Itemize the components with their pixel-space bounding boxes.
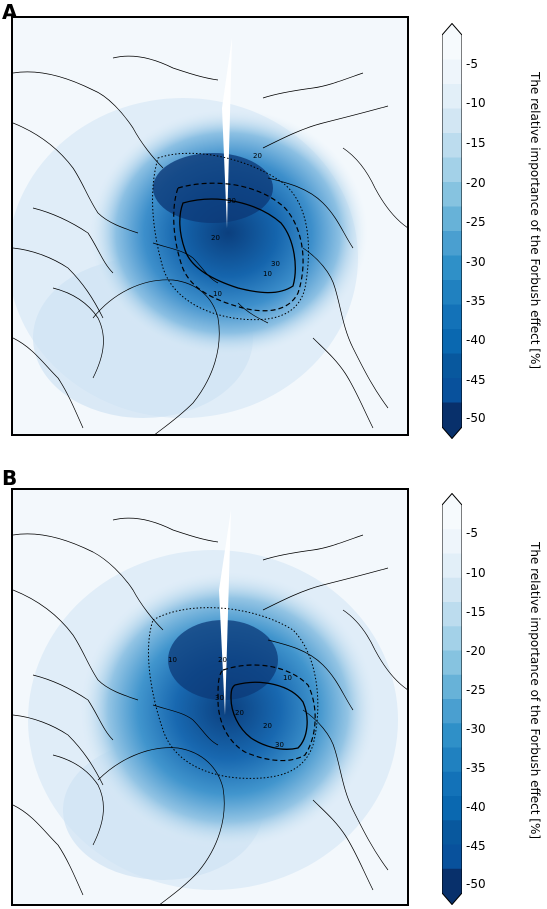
colorbar-band [442,378,462,404]
colorbar-tick: -45 [466,373,486,387]
colorbar-tick: -25 [466,683,486,697]
colorbar-band [442,505,462,530]
colorbar-tick: -35 [466,761,486,775]
colorbar-band [442,674,462,700]
colorbar-tick: -45 [466,839,486,853]
colorbar-tick: -25 [466,215,486,229]
contour-label: 10 [213,290,222,298]
contour-label: 10 [263,270,272,278]
contour-label: 20 [263,722,272,730]
contours [148,607,319,779]
colorbar-tick: -20 [466,176,486,190]
colorbar-band [442,329,462,355]
colorbar-tick: -30 [466,255,486,269]
colorbar-band [442,723,462,749]
contour-label: 30 [227,197,236,205]
colorbar-band [442,529,462,555]
anomaly-core [78,570,378,850]
colorbar-band [442,402,462,428]
colorbar-label: The relative importance of the Forbush e… [528,72,542,370]
contour-10 [152,152,310,321]
coastlines [13,55,407,434]
contour-label: 10 [168,656,177,664]
colorbar-tick: -15 [466,605,486,619]
map-panel-b[interactable]: 10 20 30 20 20 10 30 [11,488,409,906]
map-a-svg: 10 20 30 20 10 30 [13,38,407,434]
colorbar-band [442,771,462,797]
contour-20 [173,182,304,312]
contours [152,152,310,321]
colorbar-tick: -30 [466,722,486,736]
colorbar-tick: -15 [466,136,486,150]
colorbar-band [442,553,462,579]
contour-label: 20 [235,709,244,717]
colorbar-band [442,747,462,773]
colorbar-band [442,182,462,208]
colorbar-tick: -35 [466,294,486,308]
pole-wedge [219,510,231,715]
contour-10 [148,607,319,779]
contour-label: 20 [211,234,220,242]
colorbar-tick: -50 [466,411,486,425]
map-b-svg: 10 20 30 20 20 10 30 [13,510,407,904]
panel-a: A [0,0,547,450]
colorbar-band [442,255,462,281]
colorbar-band [442,820,462,846]
contour-30 [230,681,308,750]
colorbar-tick: -20 [466,644,486,658]
colorbar-band [442,650,462,676]
pole-wedge [222,38,232,228]
colorbar-band [442,59,462,85]
colorbar-tick: -5 [466,526,478,540]
contour-label: 30 [275,741,284,749]
colorbar-tick: -40 [466,333,486,347]
contour-label: 30 [215,694,224,702]
colorbar-tick: -10 [466,566,486,580]
colorbar-extend-bottom [442,427,462,439]
colorbar-tick: -10 [466,96,486,110]
colorbar-band [442,304,462,330]
colorbar-band [442,577,462,603]
colorbar-band [442,844,462,870]
colorbar-a [441,22,463,440]
colorbar-tick: -5 [466,57,478,71]
map-panel-a[interactable]: 10 20 30 20 10 30 [11,16,409,436]
colorbar-a-svg [441,22,463,440]
colorbar-band [442,35,462,61]
colorbar-band [442,626,462,652]
colorbar-band [442,796,462,821]
colorbar-band [442,699,462,724]
contour-label: 30 [271,260,280,268]
colorbar-band [442,108,462,134]
contour-30 [179,198,296,294]
anomaly-core [88,108,368,358]
colorbar-b-svg [441,492,463,906]
contour-labels: 10 20 30 20 20 10 30 [168,656,292,749]
colorbar-extend-bottom [442,893,462,905]
colorbar-band [442,868,462,894]
panel-b: B [0,456,547,906]
colorbar-tick: -40 [466,800,486,814]
contour-20 [217,664,316,762]
contour-labels: 10 20 30 20 10 30 [211,152,280,298]
colorbar-extend-top [442,23,462,35]
colorbar-band [442,133,462,159]
contour-label: 10 [283,674,292,682]
coastlines [13,517,407,904]
colorbar-band [442,602,462,627]
colorbar-label: The relative importance of the Forbush e… [528,542,542,840]
panel-letter-b: B [2,466,18,490]
colorbar-band [442,157,462,183]
colorbar-band [442,231,462,257]
anomaly-deep [153,153,273,223]
colorbar-band [442,206,462,232]
colorbar-band [442,280,462,306]
colorbar-b [441,492,463,906]
colorbar-band [442,84,462,110]
colorbar-extend-top [442,493,462,505]
contour-label: 20 [253,152,262,160]
colorbar-band [442,353,462,379]
colorbar-tick: -50 [466,877,486,891]
contour-label: 20 [218,656,227,664]
